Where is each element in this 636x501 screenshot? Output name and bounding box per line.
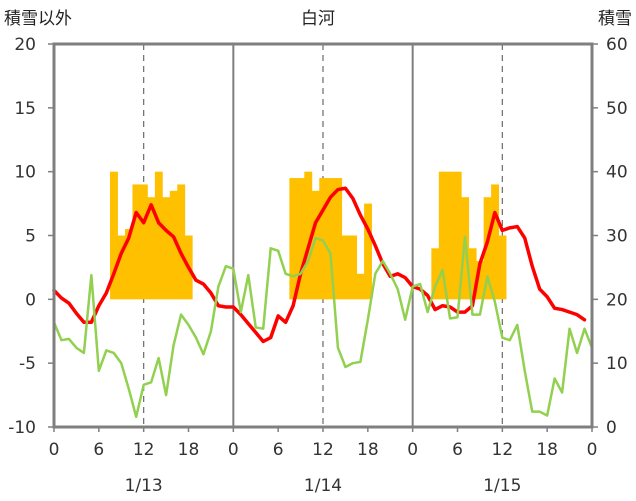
snow-depth-bar: [162, 197, 171, 300]
snow-depth-bar: [177, 184, 186, 300]
date-label: 1/14: [304, 476, 342, 496]
y-tick-label-right: 60: [606, 35, 628, 55]
snow-depth-bar: [319, 178, 328, 300]
y-tick-label-left: -5: [19, 354, 36, 374]
snow-depth-bar: [431, 248, 440, 300]
snow-depth-bar: [453, 171, 462, 300]
y-tick-label-left: 0: [25, 290, 36, 310]
left-axis-title: 積雪以外: [4, 9, 72, 29]
chart-title: 白河: [301, 9, 335, 29]
snow-depth-bar: [169, 190, 178, 300]
snow-depth-bars: [110, 171, 507, 300]
plot-frame: [52, 42, 594, 429]
snow-depth-bar: [304, 171, 313, 300]
date-label: 1/13: [125, 476, 163, 496]
x-tick-label: 6: [452, 440, 463, 460]
snow-depth-bar: [341, 235, 350, 300]
y-tick-label-left: 15: [14, 99, 36, 119]
y-tick-label-left: 20: [14, 35, 36, 55]
x-tick-label: 12: [133, 440, 155, 460]
date-label: 1/15: [483, 476, 521, 496]
x-tick-label: 12: [492, 440, 514, 460]
snow-depth-bar: [468, 248, 477, 300]
snow-depth-bar: [124, 229, 133, 300]
series-line-1: [52, 186, 587, 344]
x-tick-label: 18: [357, 440, 379, 460]
x-tick-label: 0: [587, 440, 598, 460]
snow-depth-bar: [356, 273, 365, 300]
snow-depth-bar: [110, 171, 118, 300]
x-tick-label: 18: [536, 440, 558, 460]
snow-depth-bar: [364, 203, 372, 300]
snow-depth-bar: [296, 178, 305, 300]
x-tick-label: 0: [49, 440, 60, 460]
y-tick-label-right: 20: [606, 290, 628, 310]
snow-depth-bar: [438, 171, 447, 300]
snow-depth-bar: [349, 235, 358, 300]
y-tick-label-right: 40: [606, 163, 628, 183]
x-tick-label: 0: [228, 440, 239, 460]
snow-depth-bar: [289, 178, 298, 300]
snow-depth-bar: [132, 184, 141, 300]
snow-depth-bar: [491, 184, 499, 300]
x-tick-label: 6: [93, 440, 104, 460]
snow-depth-bar: [334, 178, 343, 300]
snow-depth-bar: [483, 197, 492, 300]
snow-depth-bar: [446, 171, 455, 300]
x-tick-label: 18: [178, 440, 200, 460]
y-tick-label-left: 5: [25, 227, 36, 247]
snow-depth-bar: [117, 235, 126, 300]
right-axis-title: 積雪: [598, 9, 632, 29]
y-tick-label-left: -10: [8, 418, 36, 438]
snow-depth-bar: [147, 197, 156, 300]
snow-depth-bar: [139, 184, 148, 300]
snow-depth-bar: [154, 171, 163, 300]
series-line-2: [52, 235, 594, 419]
y-tick-label-right: 10: [606, 354, 628, 374]
snow-depth-bar: [498, 235, 507, 300]
y-tick-label-left: 10: [14, 163, 36, 183]
y-tick-label-right: 0: [606, 418, 617, 438]
y-tick-label-right: 30: [606, 227, 628, 247]
x-tick-label: 6: [273, 440, 284, 460]
snow-depth-bar: [311, 190, 320, 300]
y-tick-label-right: 50: [606, 99, 628, 119]
x-tick-label: 12: [312, 440, 334, 460]
snow-depth-bar: [326, 178, 335, 300]
snow-depth-bar: [476, 261, 485, 300]
x-tick-label: 0: [407, 440, 418, 460]
